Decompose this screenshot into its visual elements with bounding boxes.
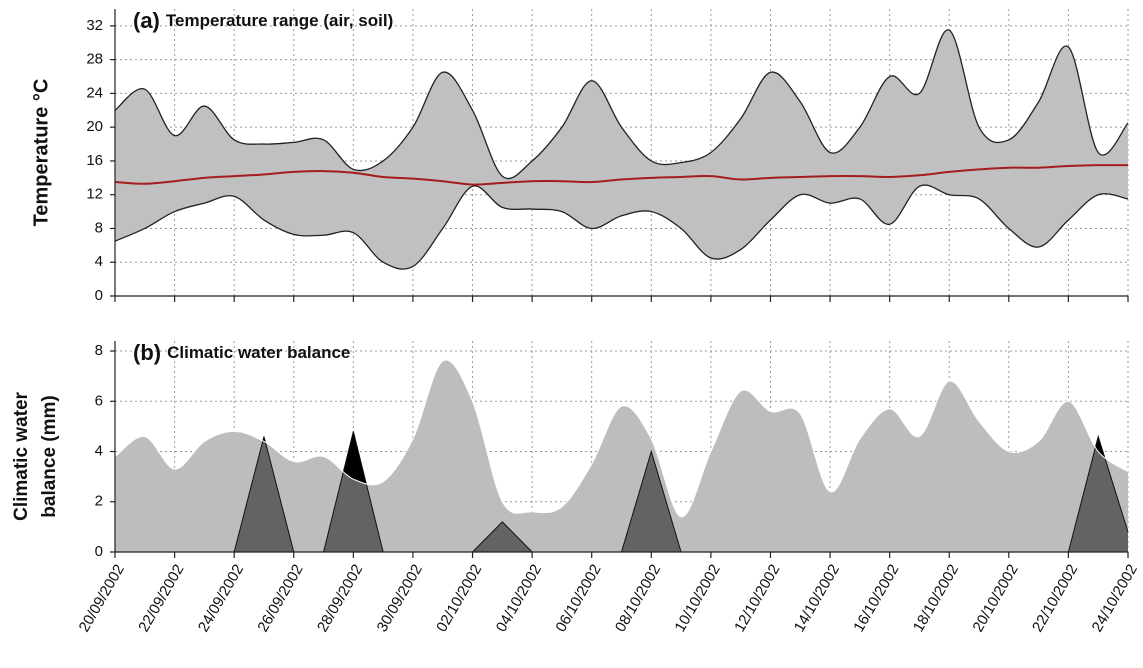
range-edge [114, 29, 1129, 180]
x-tick-label: 12/10/2002 [731, 561, 783, 635]
y-axis-label: balance (mm) [39, 395, 60, 517]
panel-title: (b) Climatic water balance [133, 340, 350, 365]
panel-title: (a) Temperature range (air, soil) [133, 8, 393, 33]
panel-label: (b) [133, 340, 161, 365]
range-edge [114, 184, 1129, 270]
x-tick-label: 24/09/2002 [195, 561, 247, 635]
y-tick-label: 8 [95, 342, 103, 359]
x-tick-label: 04/10/2002 [493, 561, 545, 635]
x-tick-label: 30/09/2002 [374, 561, 426, 635]
x-tick-label: 22/09/2002 [135, 561, 187, 635]
x-tick-label: 16/10/2002 [850, 561, 902, 635]
y-tick-label: 8 [95, 219, 103, 236]
y-axis-label: Temperature °C [30, 79, 52, 227]
y-tick-label: 12 [86, 186, 103, 203]
x-tick-label: 20/09/2002 [76, 561, 128, 635]
y-tick-label: 24 [86, 84, 103, 101]
deficit-overlap [115, 431, 1128, 552]
y-tick-label: 32 [86, 17, 103, 34]
x-tick-label: 08/10/2002 [612, 561, 664, 635]
x-tick-label: 22/10/2002 [1029, 561, 1081, 635]
x-tick-label: 10/10/2002 [672, 561, 724, 635]
panel-title-text: Climatic water balance [167, 343, 350, 362]
x-tick-label: 06/10/2002 [552, 561, 604, 635]
soil-line [114, 164, 1129, 186]
y-tick-label: 2 [95, 493, 103, 510]
balance-edge [114, 359, 1129, 518]
y-tick-label: 6 [95, 392, 103, 409]
y-tick-label: 0 [95, 543, 103, 560]
x-tick-label: 28/09/2002 [314, 561, 366, 635]
range-band [115, 29, 1128, 270]
x-tick-label: 26/09/2002 [254, 561, 306, 635]
y-tick-label: 4 [95, 253, 103, 270]
y-tick-label: 0 [95, 287, 103, 304]
panel-title-text: Temperature range (air, soil) [166, 11, 393, 30]
y-axis-label: Climatic water [11, 391, 32, 520]
x-tick-label: 24/10/2002 [1089, 561, 1141, 635]
x-tick-label: 02/10/2002 [433, 561, 485, 635]
y-tick-label: 16 [86, 152, 103, 169]
y-tick-label: 28 [86, 51, 103, 68]
x-tick-label: 14/10/2002 [791, 561, 843, 635]
x-tick-label: 20/10/2002 [969, 561, 1021, 635]
panel-label: (a) [133, 8, 160, 33]
y-tick-label: 20 [86, 118, 103, 135]
y-tick-label: 4 [95, 442, 103, 459]
x-tick-label: 18/10/2002 [910, 561, 962, 635]
